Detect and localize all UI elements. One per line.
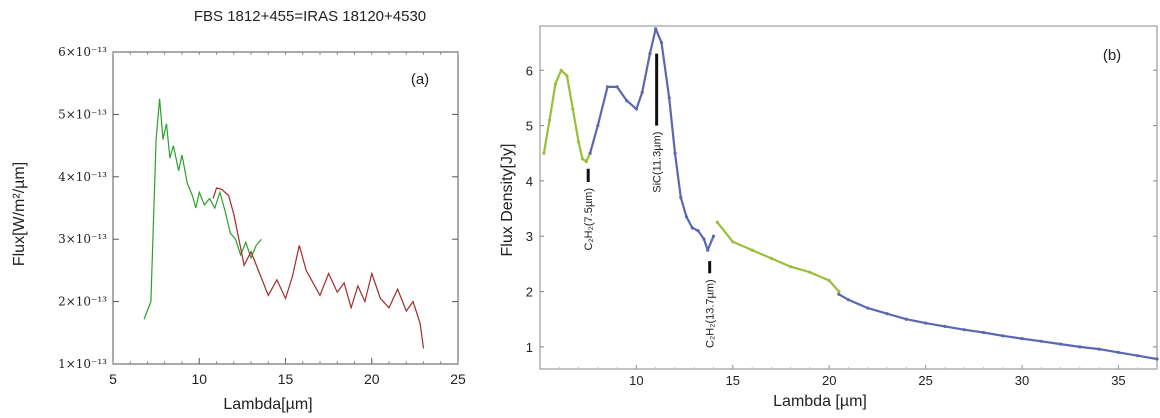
panel-a-ytick-label: 3×10⁻¹³ [58, 232, 107, 246]
panel-b-ytick-label: 4 [526, 174, 533, 189]
panel-a-xtick-label: 20 [364, 371, 380, 387]
figure-title: FBS 1812+455=IRAS 18120+4530 [193, 8, 427, 25]
panel-b-series-4-line [838, 293, 1158, 361]
panel-b-series-1-point [553, 82, 558, 86]
panel-b-series-1-point [559, 68, 563, 72]
panel-b-series-4-point [837, 292, 841, 296]
panel-b-ytick-label: 3 [526, 229, 533, 244]
panel-b-series-3-point [827, 278, 831, 283]
panel-b-series-2-point [615, 85, 619, 89]
panel-b-series-2-point [684, 215, 689, 219]
panel-b-series-4-point [1116, 350, 1120, 354]
panel-b-label: (b) [1103, 47, 1121, 64]
panel-b-series-2-point [605, 85, 610, 89]
panel-b-annotation-label: C₂H₂(13.7µm) [705, 279, 717, 348]
panel-b-series-1-point [542, 151, 546, 155]
panel-b-series-2-point [640, 90, 644, 94]
panel-b-series-1-point [571, 107, 575, 111]
panel-a-ytick-label: 2×10⁻¹³ [58, 295, 107, 309]
panel-a-plot-frame [112, 51, 459, 365]
panel-b-series-4-point [1097, 347, 1101, 351]
panel-a-ytick-label: 6×10⁻¹³ [58, 45, 107, 59]
panel-b-series-2-point [702, 237, 706, 241]
panel-b-series-3-point [789, 265, 793, 269]
panel-b-ylabel: Flux Density[Jy] [499, 144, 516, 257]
panel-a-xlabel: Lambda[µm] [223, 396, 312, 413]
panel-a-series-1-line [143, 98, 262, 320]
panel-b-ytick-label: 2 [526, 285, 533, 300]
panel-a-layer: 5 10 15 20 25 1×10⁻¹³ 2×10⁻¹³ 3×10⁻¹³ 4×10⁻¹³ 5×1… [11, 45, 466, 413]
panel-b-series-2-point [588, 151, 592, 155]
panel-b-xtick-label: 35 [1111, 373, 1125, 388]
panel-a-ytick-label: 4×10⁻¹³ [58, 170, 107, 184]
panel-b-series-2-point [696, 229, 700, 233]
panel-b-series-4-point [924, 321, 928, 325]
panel-b-series-4-point [981, 330, 986, 335]
panel-b-series-1-line [542, 69, 592, 163]
panel-b-series-2-point [634, 107, 639, 111]
panel-b-series-4-point [1039, 339, 1043, 343]
panel-b-series-3-point [750, 248, 754, 252]
panel-b-xtick-label: 20 [822, 373, 836, 388]
panel-b-series-4-point [885, 312, 889, 316]
panel-b-series-2-point [690, 226, 694, 230]
panel-b-series-1-point [548, 118, 552, 122]
panel-b-series-4-point [1001, 334, 1005, 338]
panel-b-xtick-label: 30 [1015, 373, 1029, 388]
panel-b-series-2-point [648, 52, 652, 56]
panel-b-series-3-line [716, 221, 840, 293]
panel-b-series-3-point [769, 256, 774, 260]
panel-b-layer: 10 15 20 25 30 35 1 2 3 4 5 6 Lambda [µm] Flux Densit… [499, 27, 1159, 410]
panel-b-annotation-label: SiC(11.3µm) [652, 132, 664, 193]
panel-b-series-4-point [1059, 342, 1063, 346]
panel-b-series-1-point [565, 74, 569, 78]
panel-b-series-4-point [866, 306, 870, 310]
panel-b-series-2-point [706, 248, 710, 252]
panel-b-annotation-label: C₂H₂(7.5µm) [583, 188, 595, 251]
panel-a-ytick-label: 5×10⁻¹³ [58, 107, 107, 121]
panel-b-series-4-point [1136, 354, 1140, 358]
panel-a-xtick-label: 15 [278, 371, 294, 387]
panel-b-series-3-point [731, 240, 735, 244]
panel-b-xtick-label: 10 [629, 373, 643, 388]
panel-b-series-2-point [625, 99, 629, 103]
panel-b-series-2-point [596, 124, 600, 128]
panel-b-series-3-point [837, 289, 841, 294]
panel-a-ytick-label: 1×10⁻¹³ [58, 357, 107, 371]
panel-b-series-4-point [962, 328, 966, 332]
panel-a-ylabel: Flux[W/m²/µm] [11, 162, 28, 266]
panel-a-label: (a) [411, 71, 429, 88]
panel-b-ytick-label: 6 [526, 63, 533, 78]
panel-b-series-1-point [577, 140, 581, 144]
panel-b-xtick-label: 15 [726, 373, 740, 388]
panel-b-series-1-point [580, 157, 585, 161]
panel-b-series-2-point [659, 41, 664, 45]
panel-b-series-2-point [711, 234, 716, 238]
panel-b-series-2-point [679, 195, 683, 200]
panel-b-series-4-point [846, 298, 851, 302]
panel-b-ytick-label: 1 [526, 340, 533, 355]
panel-a-xtick-label: 25 [450, 371, 466, 387]
panel-b-ytick-label: 5 [526, 119, 533, 134]
panel-b-series-2-point [654, 27, 658, 31]
panel-b-series-2-point [673, 151, 677, 155]
panel-b-series-3-point [808, 270, 812, 274]
panel-b-series-3-point [715, 220, 720, 224]
panel-b-plot-frame [539, 25, 1158, 370]
panel-b-series-4-point [904, 317, 908, 321]
panel-a-xtick-label: 5 [109, 371, 117, 387]
panel-b-series-4-point [1078, 345, 1082, 349]
panel-b-xtick-label: 25 [918, 373, 932, 388]
panel-b-series-1-point [584, 159, 588, 164]
panel-b-xlabel: Lambda [µm] [773, 393, 867, 410]
panel-a-xtick-label: 10 [191, 371, 207, 387]
panel-b-series-4-point [1020, 337, 1024, 341]
panel-b-series-4-point [1155, 357, 1159, 361]
panel-b-series-2-point [667, 96, 671, 100]
panel-a-series-2-line [212, 187, 425, 349]
panel-b-series-4-point [943, 324, 947, 328]
